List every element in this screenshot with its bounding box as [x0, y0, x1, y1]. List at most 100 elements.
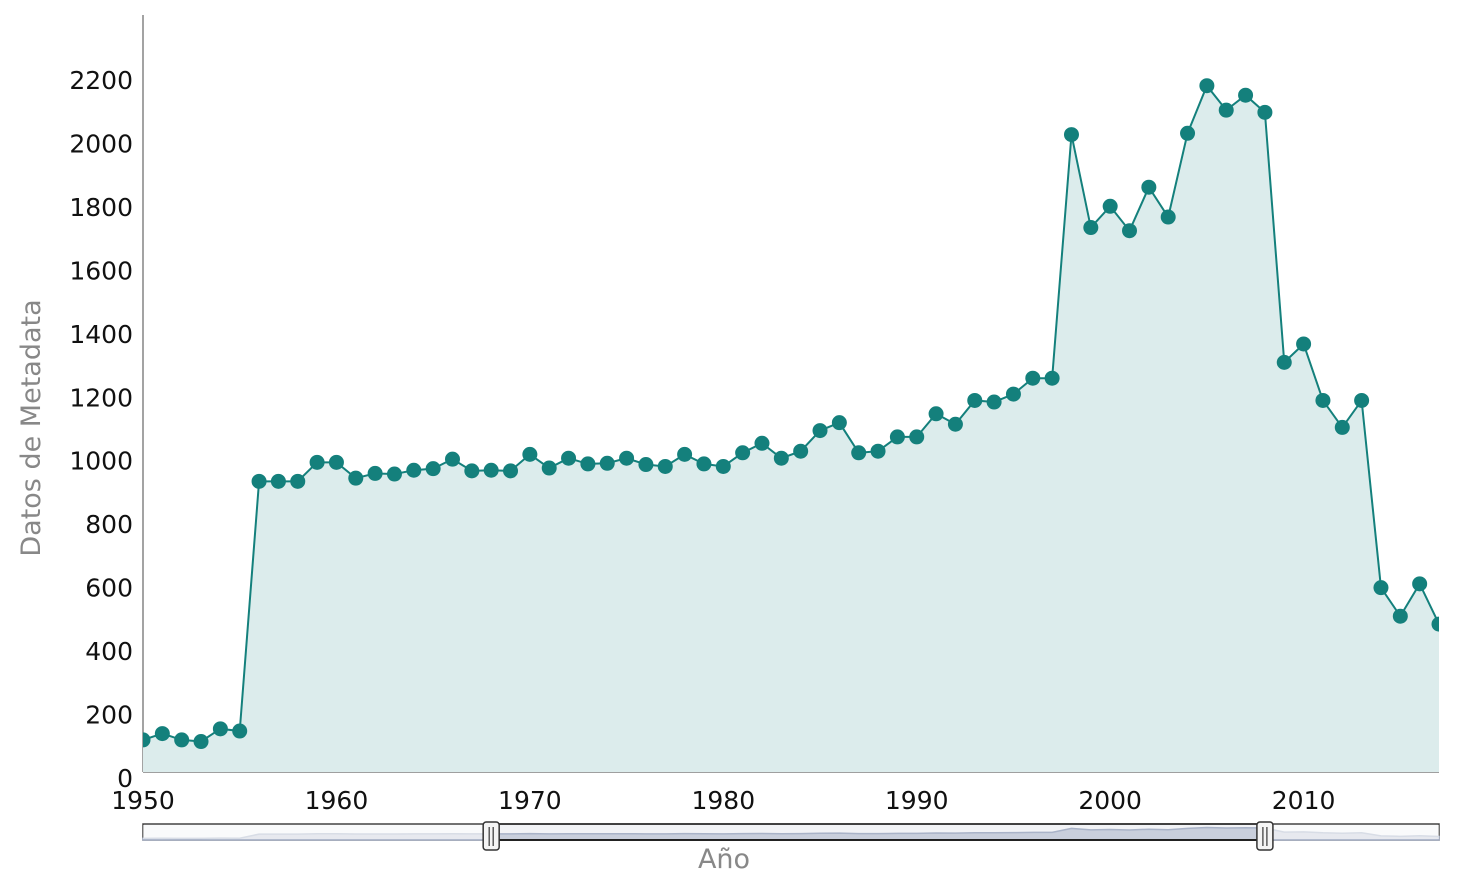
- data-point: [715, 458, 731, 474]
- data-point: [1180, 125, 1196, 141]
- y-tick-label: 800: [85, 510, 133, 539]
- data-point: [232, 723, 248, 739]
- data-point: [386, 466, 402, 482]
- y-tick-label: 1200: [69, 383, 133, 412]
- data-point: [1044, 370, 1060, 386]
- data-point: [1412, 576, 1428, 592]
- data-point: [1392, 608, 1408, 624]
- x-tick-label: 1990: [885, 786, 949, 815]
- data-point: [831, 415, 847, 431]
- data-point: [928, 406, 944, 422]
- x-tick-label: 1980: [691, 786, 755, 815]
- data-point: [464, 463, 480, 479]
- data-point: [1199, 78, 1215, 94]
- data-point: [328, 454, 344, 470]
- data-point: [1025, 370, 1041, 386]
- data-point: [1005, 386, 1021, 402]
- data-point: [1315, 392, 1331, 408]
- y-tick-label: 0: [117, 764, 133, 793]
- y-tick-label: 1800: [69, 193, 133, 222]
- data-point: [851, 445, 867, 461]
- data-point: [1276, 354, 1292, 370]
- x-axis: 1950 1960 1970 1980 1990 2000 2010: [111, 771, 1439, 815]
- data-point: [909, 429, 925, 445]
- data-point: [541, 460, 557, 476]
- data-point: [444, 451, 460, 467]
- data-point: [947, 416, 963, 432]
- data-point: [735, 445, 751, 461]
- data-point: [154, 726, 170, 742]
- y-tick-label: 1400: [69, 320, 133, 349]
- y-tick-label: 600: [85, 574, 133, 603]
- data-point: [638, 457, 654, 473]
- data-point: [1257, 104, 1273, 120]
- data-point: [425, 461, 441, 477]
- data-point: [1063, 127, 1079, 143]
- y-axis: 0 200 400 600 800 1000 1200 1400 1600 1800 2000 220…: [69, 15, 144, 793]
- data-point: [561, 450, 577, 466]
- data-point: [174, 732, 190, 748]
- range-slider[interactable]: [142, 821, 1440, 851]
- data-point: [793, 443, 809, 459]
- area-fill: [143, 85, 1439, 772]
- x-tick-label: 1970: [498, 786, 562, 815]
- data-point: [580, 456, 596, 472]
- data-point: [1083, 220, 1099, 236]
- data-point: [1102, 198, 1118, 214]
- data-point: [193, 734, 209, 750]
- x-tick-label: 2000: [1078, 786, 1142, 815]
- data-point: [1334, 419, 1350, 435]
- data-point: [522, 446, 538, 462]
- data-point: [348, 470, 364, 486]
- data-point: [812, 423, 828, 439]
- data-point: [1431, 616, 1439, 632]
- data-point: [290, 473, 306, 489]
- plot-area: [143, 78, 1439, 772]
- data-point: [483, 462, 499, 478]
- data-point: [1373, 580, 1389, 596]
- data-point: [754, 435, 770, 451]
- data-point: [212, 721, 228, 737]
- y-axis-title: Datos de Metadata: [16, 299, 47, 556]
- data-point: [986, 394, 1002, 410]
- data-point: [503, 463, 519, 479]
- data-point: [870, 443, 886, 459]
- y-tick-label: 1000: [69, 447, 133, 476]
- data-point: [406, 462, 422, 478]
- data-point: [1238, 87, 1254, 103]
- range-slider-handle-right[interactable]: [1256, 821, 1274, 851]
- data-point: [1354, 392, 1370, 408]
- data-point: [696, 456, 712, 472]
- data-point: [619, 450, 635, 466]
- data-point: [889, 429, 905, 445]
- data-point: [1160, 209, 1176, 225]
- data-point: [1141, 179, 1157, 195]
- data-point: [773, 450, 789, 466]
- data-point: [143, 732, 151, 748]
- y-tick-label: 1600: [69, 256, 133, 285]
- data-point: [367, 465, 383, 481]
- y-tick-label: 2200: [69, 66, 133, 95]
- y-tick-label: 2000: [69, 129, 133, 158]
- data-point: [1296, 336, 1312, 352]
- x-tick-label: 2010: [1272, 786, 1336, 815]
- y-tick-label: 200: [85, 701, 133, 730]
- data-point: [270, 473, 286, 489]
- data-point: [251, 473, 267, 489]
- data-point: [657, 458, 673, 474]
- data-point: [599, 455, 615, 471]
- range-slider-mask-left: [143, 825, 492, 839]
- x-axis-title: Año: [698, 844, 750, 872]
- range-slider-handle-left[interactable]: [482, 821, 500, 851]
- range-slider-mask-right: [1264, 825, 1439, 839]
- x-tick-label: 1950: [111, 786, 175, 815]
- data-point: [1218, 102, 1234, 118]
- data-point: [1122, 223, 1138, 239]
- y-tick-label: 400: [85, 637, 133, 666]
- data-point: [677, 446, 693, 462]
- data-point: [967, 392, 983, 408]
- x-tick-label: 1960: [305, 786, 369, 815]
- data-point: [309, 454, 325, 470]
